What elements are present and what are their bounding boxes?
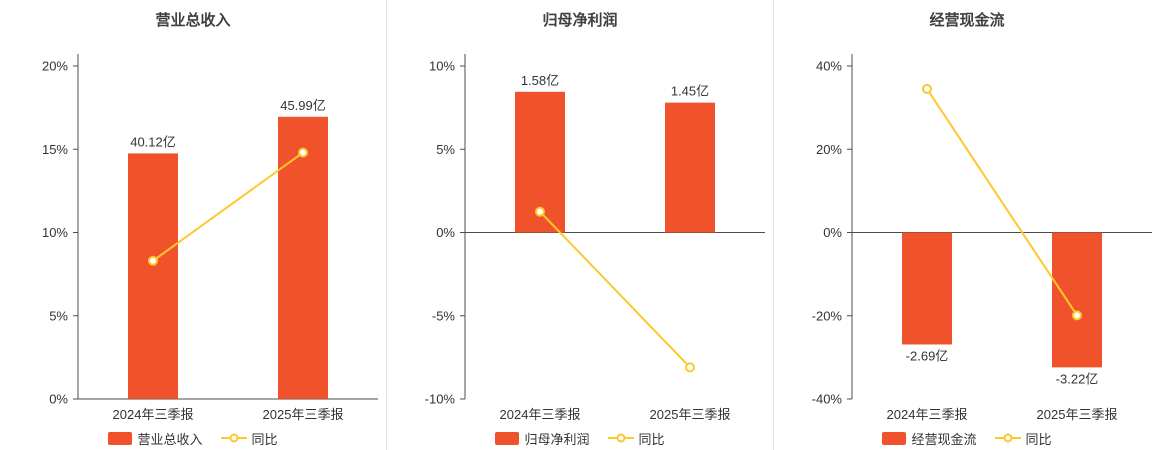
yoy-marker (535, 206, 545, 217)
y-tick-label: 0% (823, 225, 842, 240)
x-axis-label: 2024年三季报 (887, 407, 968, 422)
net-profit-chart-panel: 归母净利润 -10% -5% 0% 5% 10% 2024年三季报 1.58亿 2025年三季… (387, 0, 774, 450)
bar (128, 153, 178, 399)
yoy-marker (1072, 310, 1082, 321)
line-legend-icon (607, 433, 634, 443)
net-profit-chart-plot: -10% -5% 0% 5% 10% 2024年三季报 1.58亿 2025年三季报 1.45亿 (425, 54, 765, 422)
bar-value-label: -3.22亿 (1056, 371, 1099, 386)
y-tick-label: 40% (816, 59, 842, 74)
cash-flow-chart-plot: -40% -20% 0% 20% 40% 2024年三季报 -2.69亿 2025年三季报 -3… (812, 54, 1152, 422)
legend-label-cash-flow: 经营现金流 (911, 431, 977, 447)
y-tick-label: -5% (432, 308, 456, 323)
y-tick-label: -40% (812, 392, 843, 407)
bar-value-label: 40.12亿 (130, 134, 176, 149)
legend-label-revenue: 营业总收入 (137, 431, 203, 447)
yoy-marker (685, 362, 695, 373)
bar-value-label: 45.99亿 (280, 98, 326, 113)
yoy-line (539, 210, 691, 369)
bar (1052, 232, 1102, 368)
revenue-chart-panel: 营业总收入 0% 5% 10% 15% 20% 2024年三季报 40.12亿 2025年三季… (0, 0, 387, 450)
legend-label-yoy: 同比 (251, 431, 278, 447)
yoy-marker (922, 83, 932, 94)
yoy-line (926, 88, 1078, 316)
cash-flow-chart-panel: 经营现金流 -40% -20% 0% 20% 40% 2024年三季报 -2.69亿 2025… (774, 0, 1160, 450)
yoy-line (152, 151, 304, 262)
legend-item-cash-flow-bar[interactable]: 经营现金流 (882, 429, 977, 448)
bar-legend-swatch (108, 431, 133, 445)
revenue-chart-title: 营业总收入 (155, 12, 231, 29)
x-axis-label: 2025年三季报 (650, 407, 731, 422)
x-axis-label: 2024年三季报 (113, 407, 194, 422)
yoy-marker (298, 147, 308, 158)
y-tick-label: 20% (816, 142, 842, 157)
line-legend-icon (994, 433, 1021, 443)
cash-flow-chart-legend: 经营现金流 同比 (774, 426, 1160, 450)
y-tick-label: 0% (49, 392, 68, 407)
y-tick-label: -10% (425, 392, 456, 407)
x-axis-label: 2024年三季报 (500, 407, 581, 422)
y-tick-label: 0% (436, 225, 455, 240)
y-tick-label: 5% (436, 142, 455, 157)
revenue-chart-legend: 营业总收入 同比 (0, 426, 386, 450)
legend-item-revenue-bar[interactable]: 营业总收入 (108, 429, 203, 448)
bar-value-label: -2.69亿 (906, 348, 949, 363)
legend-label-net-profit: 归母净利润 (524, 431, 590, 447)
bar (902, 232, 952, 345)
line-legend-icon (220, 433, 247, 443)
legend-item-net-profit-bar[interactable]: 归母净利润 (495, 429, 590, 448)
legend-item-yoy-line[interactable]: 同比 (994, 429, 1052, 448)
y-tick-label: 15% (42, 142, 68, 157)
bar-value-label: 1.58亿 (521, 73, 559, 88)
y-tick-label: 20% (42, 59, 68, 74)
bar (278, 116, 328, 399)
x-axis-label: 2025年三季报 (263, 407, 344, 422)
y-tick-label: -20% (812, 308, 843, 323)
yoy-marker (148, 255, 158, 266)
legend-label-yoy: 同比 (1025, 431, 1052, 447)
bar-legend-swatch (882, 431, 907, 445)
y-tick-label: 5% (49, 308, 68, 323)
y-tick-label: 10% (42, 225, 68, 240)
net-profit-chart-title: 归母净利润 (542, 12, 618, 29)
y-tick-label: 10% (429, 59, 455, 74)
revenue-chart-plot: 0% 5% 10% 15% 20% 2024年三季报 40.12亿 2025年三季报 45.99… (42, 54, 378, 422)
legend-item-yoy-line[interactable]: 同比 (220, 429, 278, 448)
bar (665, 102, 715, 233)
net-profit-chart-legend: 归母净利润 同比 (387, 426, 773, 450)
legend-item-yoy-line[interactable]: 同比 (607, 429, 665, 448)
x-axis-label: 2025年三季报 (1037, 407, 1118, 422)
cash-flow-chart-title: 经营现金流 (929, 12, 1005, 29)
bar-legend-swatch (495, 431, 520, 445)
legend-label-yoy: 同比 (638, 431, 665, 447)
bar-value-label: 1.45亿 (671, 84, 709, 99)
